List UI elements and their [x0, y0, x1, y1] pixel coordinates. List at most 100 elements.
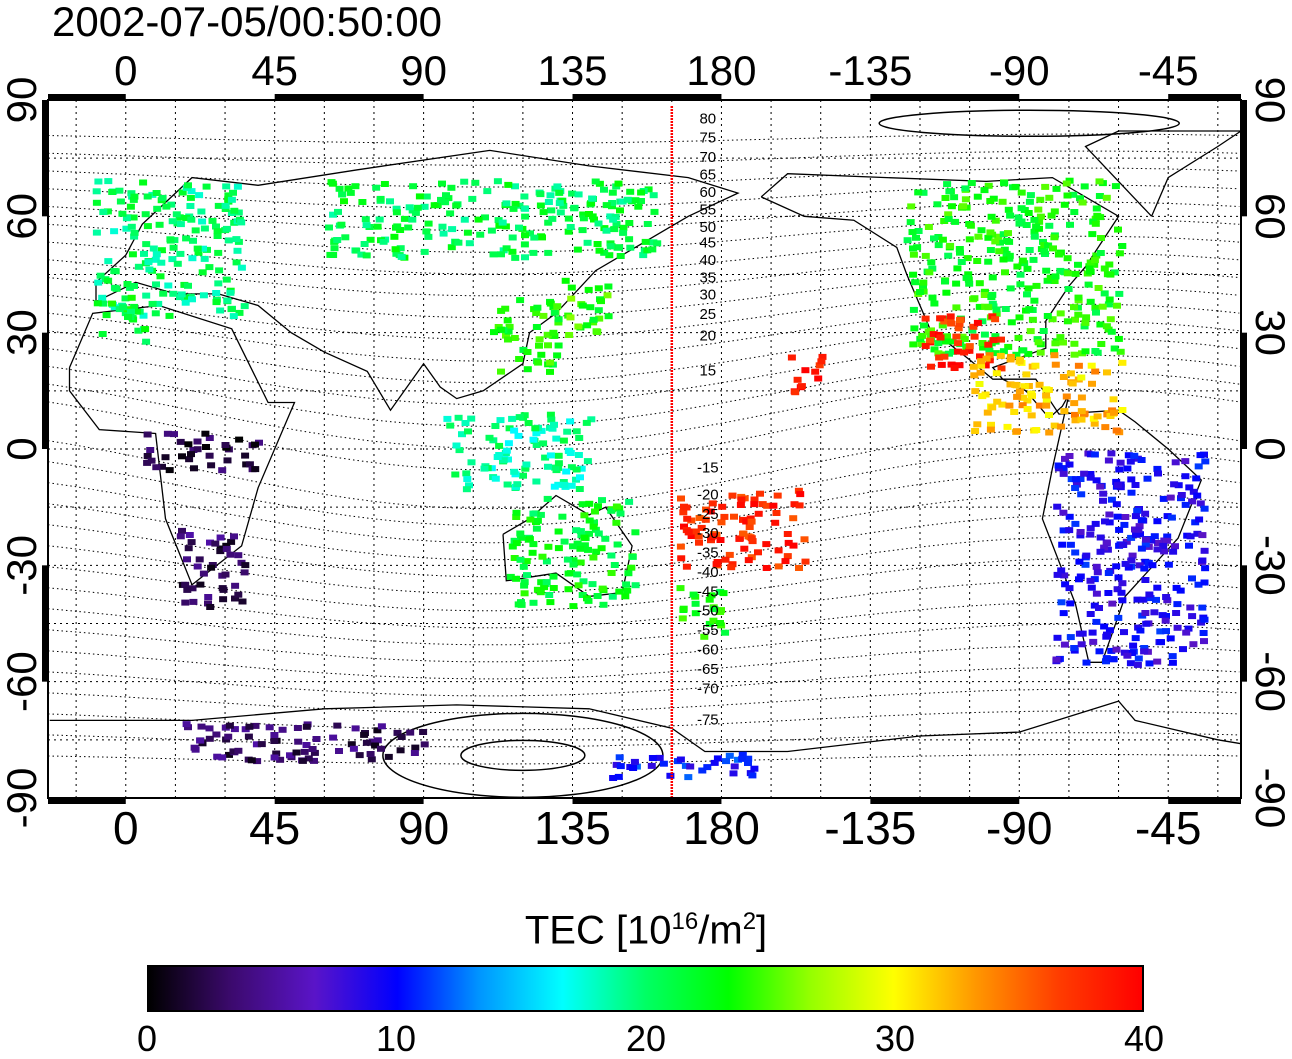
tec-data-point [455, 447, 464, 454]
tec-data-point [1078, 630, 1087, 637]
tec-data-point [1181, 473, 1190, 480]
tec-data-point [576, 528, 585, 535]
tec-data-point [1100, 265, 1109, 272]
tec-data-point [986, 247, 995, 253]
tec-data-point [578, 227, 587, 234]
tec-data-point [1133, 661, 1142, 668]
tec-data-point [988, 274, 997, 281]
tec-data-point [420, 741, 429, 748]
tec-data-point [410, 750, 419, 756]
tec-data-point [980, 331, 989, 338]
tec-data-point [709, 617, 718, 624]
tec-data-point [606, 213, 615, 220]
tec-data-point [467, 415, 476, 422]
tec-data-point [157, 247, 166, 254]
tec-data-point [1086, 471, 1095, 477]
tec-data-point [574, 452, 583, 458]
tec-data-point [924, 328, 933, 335]
contour-label: 70 [699, 149, 716, 166]
tec-data-point [1094, 285, 1103, 291]
tec-data-point [182, 235, 191, 242]
tec-data-point [329, 252, 338, 258]
tec-data-point [1082, 552, 1091, 559]
tec-data-point [653, 240, 662, 247]
tec-data-point [218, 754, 227, 761]
tec-data-point [1171, 543, 1179, 550]
tec-data-point [1096, 321, 1105, 328]
tec-data-point [1091, 220, 1100, 227]
tec-data-point [367, 756, 376, 763]
tec-data-point [521, 465, 530, 472]
tec-data-point [341, 234, 350, 241]
tec-data-point [534, 359, 543, 366]
tec-data-point [659, 760, 668, 767]
lon-tick-label: 45 [249, 802, 300, 854]
tec-data-point [1004, 230, 1012, 237]
tec-data-point [1056, 334, 1065, 341]
contour-labels: 8075706560555045403530252015-15-20-25-30… [697, 110, 719, 728]
tec-data-point [325, 224, 333, 231]
contour-line [48, 133, 1240, 144]
tec-data-point [624, 570, 633, 577]
tec-data-point [225, 722, 234, 729]
tec-data-point [227, 306, 236, 313]
tec-data-point [193, 563, 202, 570]
tec-data-point [448, 226, 457, 233]
tec-data-point [222, 225, 231, 232]
tec-data-point [501, 305, 510, 312]
tec-data-point [1104, 590, 1113, 596]
tec-data-point [1118, 597, 1127, 604]
tec-data-point [493, 454, 502, 460]
tec-data-point [772, 510, 781, 516]
tec-data-point [149, 245, 158, 252]
contour-line [48, 645, 1240, 680]
lon-tick-label: 90 [400, 47, 447, 94]
tec-data-point [576, 474, 584, 481]
tec-data-point [1102, 323, 1111, 330]
tec-data-point [1106, 271, 1115, 278]
tec-data-point [355, 752, 364, 759]
tec-data-point [526, 516, 535, 523]
tec-data-point [184, 545, 193, 552]
tec-data-point [1065, 585, 1074, 592]
tec-data-point [942, 338, 950, 345]
tec-data-point [230, 207, 239, 214]
tec-data-point [230, 533, 238, 540]
tec-data-point [695, 515, 704, 521]
tec-data-point [1109, 656, 1118, 663]
tec-data-point [1078, 199, 1087, 206]
tec-data-point [379, 238, 388, 245]
contour-label: -55 [697, 622, 719, 639]
tec-data-point [909, 306, 918, 313]
tec-data-point [221, 724, 230, 731]
tec-data-point [602, 227, 611, 234]
tec-data-point [1115, 250, 1124, 257]
tec-data-point [817, 358, 826, 365]
tec-data-point [1101, 518, 1109, 525]
tec-data-point [92, 199, 101, 206]
tec-data-point [1062, 393, 1071, 400]
tec-data-point [1046, 274, 1055, 281]
contour-label: -70 [697, 680, 719, 697]
tec-data-point [591, 178, 600, 185]
tec-data-point [108, 300, 116, 307]
tec-data-point [537, 351, 546, 358]
tec-data-point [554, 319, 563, 326]
tec-data-point [380, 181, 389, 187]
tec-data-point [973, 319, 982, 326]
tec-data-point [1131, 513, 1140, 520]
tec-data-point [783, 553, 792, 560]
tec-data-point [1089, 638, 1098, 645]
tec-data-point [797, 383, 806, 390]
tec-data-point [637, 189, 646, 196]
tec-data-point [541, 454, 550, 461]
tec-data-point [979, 344, 988, 351]
tec-data-point [593, 329, 602, 335]
tec-data-point [147, 457, 156, 464]
tec-data-point [559, 437, 568, 444]
tec-data-point [397, 253, 406, 260]
tec-data-point [206, 539, 214, 546]
tec-data-point [411, 744, 420, 751]
tec-data-point [130, 229, 139, 236]
